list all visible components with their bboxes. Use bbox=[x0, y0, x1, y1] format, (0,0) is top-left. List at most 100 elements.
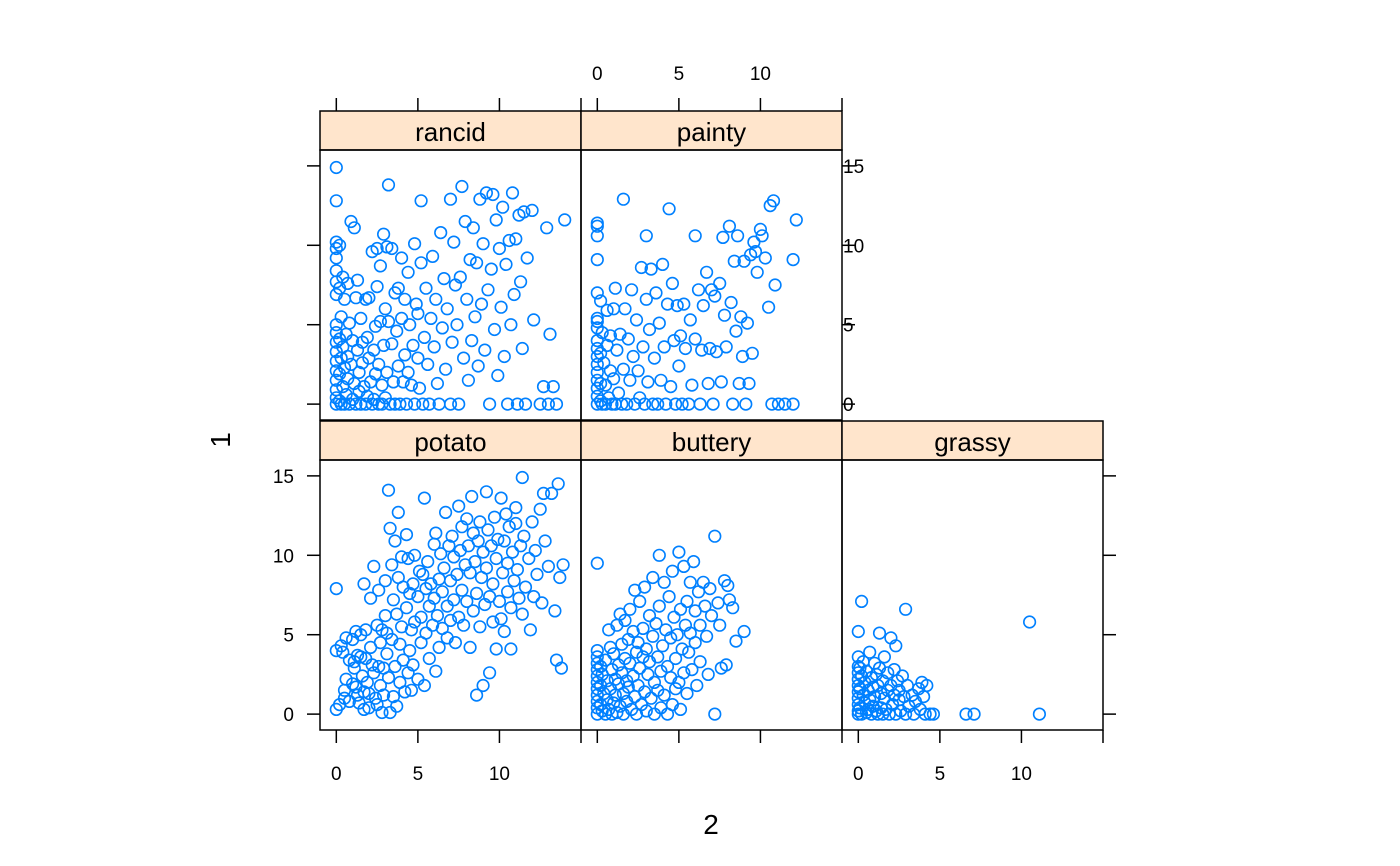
data-point bbox=[683, 575, 697, 589]
data-point bbox=[422, 397, 436, 411]
panel-frame-grassy bbox=[841, 459, 1104, 731]
data-point bbox=[527, 589, 541, 604]
data-point bbox=[403, 586, 417, 601]
data-point bbox=[443, 397, 458, 411]
data-point bbox=[383, 521, 397, 535]
data-point bbox=[606, 647, 621, 661]
data-point bbox=[920, 678, 934, 693]
data-point bbox=[877, 650, 892, 664]
data-point bbox=[388, 534, 402, 548]
data-point bbox=[626, 349, 640, 364]
data-point bbox=[527, 313, 541, 327]
data-point bbox=[429, 664, 443, 678]
panel-frame-painty bbox=[580, 149, 843, 421]
data-point bbox=[881, 666, 895, 680]
panel-potato: potato bbox=[319, 420, 582, 731]
data-point bbox=[346, 677, 360, 691]
data-point bbox=[437, 561, 451, 575]
data-point bbox=[421, 554, 435, 569]
data-point bbox=[590, 219, 604, 233]
data-point bbox=[465, 334, 479, 348]
data-point bbox=[598, 397, 613, 411]
data-point bbox=[620, 397, 634, 411]
data-point bbox=[719, 340, 733, 354]
data-point bbox=[385, 558, 399, 572]
data-point bbox=[664, 631, 678, 645]
data-point bbox=[504, 318, 518, 332]
data-point bbox=[395, 550, 409, 564]
data-point bbox=[590, 253, 604, 267]
data-point bbox=[499, 257, 513, 272]
data-point bbox=[460, 292, 474, 306]
data-point bbox=[706, 397, 720, 411]
data-point bbox=[414, 194, 428, 208]
data-point bbox=[385, 337, 399, 351]
data-point bbox=[373, 678, 388, 693]
data-point bbox=[863, 645, 877, 659]
data-point bbox=[657, 688, 671, 702]
strip-label-painty: painty bbox=[677, 117, 746, 147]
data-point bbox=[412, 381, 427, 395]
data-point bbox=[457, 618, 471, 632]
data-point bbox=[548, 604, 562, 618]
data-point bbox=[727, 254, 741, 268]
data-point bbox=[593, 294, 608, 308]
data-point bbox=[375, 378, 389, 392]
data-point bbox=[390, 699, 404, 713]
data-point bbox=[502, 233, 516, 248]
data-point bbox=[611, 386, 626, 400]
data-point bbox=[714, 375, 728, 389]
data-point bbox=[398, 685, 412, 699]
data-point bbox=[447, 235, 461, 249]
data-point bbox=[672, 545, 686, 559]
data-point bbox=[541, 397, 556, 411]
data-point bbox=[686, 554, 701, 569]
data-point bbox=[590, 643, 604, 658]
data-point bbox=[688, 229, 702, 243]
data-point bbox=[502, 520, 516, 534]
data-point bbox=[461, 373, 476, 387]
data-point bbox=[673, 702, 688, 717]
data-point bbox=[699, 265, 714, 279]
data-point bbox=[329, 643, 343, 658]
data-point bbox=[708, 707, 722, 721]
data-point bbox=[355, 335, 370, 349]
data-point bbox=[523, 623, 538, 637]
tick-label: 5 bbox=[413, 764, 424, 785]
data-point bbox=[373, 314, 388, 329]
data-point bbox=[463, 253, 477, 267]
data-point bbox=[378, 302, 392, 316]
data-point bbox=[688, 635, 702, 650]
data-point bbox=[652, 548, 666, 562]
tick-label: 10 bbox=[750, 64, 771, 85]
data-point bbox=[662, 589, 676, 604]
data-point bbox=[404, 683, 419, 697]
data-point bbox=[337, 683, 352, 697]
data-point bbox=[691, 283, 706, 297]
data-point bbox=[637, 580, 652, 594]
data-point bbox=[726, 601, 740, 615]
data-point bbox=[484, 262, 498, 276]
data-point bbox=[373, 259, 388, 273]
data-point bbox=[368, 691, 383, 705]
data-point bbox=[766, 194, 781, 208]
data-point bbox=[450, 318, 464, 332]
data-point bbox=[660, 297, 675, 311]
data-point bbox=[342, 694, 357, 709]
data-point bbox=[357, 577, 371, 591]
data-point bbox=[406, 577, 420, 591]
data-point bbox=[393, 637, 407, 651]
data-point bbox=[603, 329, 618, 343]
data-point bbox=[329, 194, 343, 208]
data-point bbox=[370, 241, 384, 256]
data-point bbox=[778, 397, 792, 411]
data-point bbox=[354, 311, 368, 326]
data-point bbox=[536, 486, 551, 501]
data-point bbox=[408, 548, 422, 562]
data-point bbox=[918, 707, 932, 721]
data-point bbox=[489, 551, 503, 566]
data-point bbox=[851, 624, 865, 639]
data-point bbox=[540, 221, 554, 235]
data-point bbox=[668, 397, 683, 411]
